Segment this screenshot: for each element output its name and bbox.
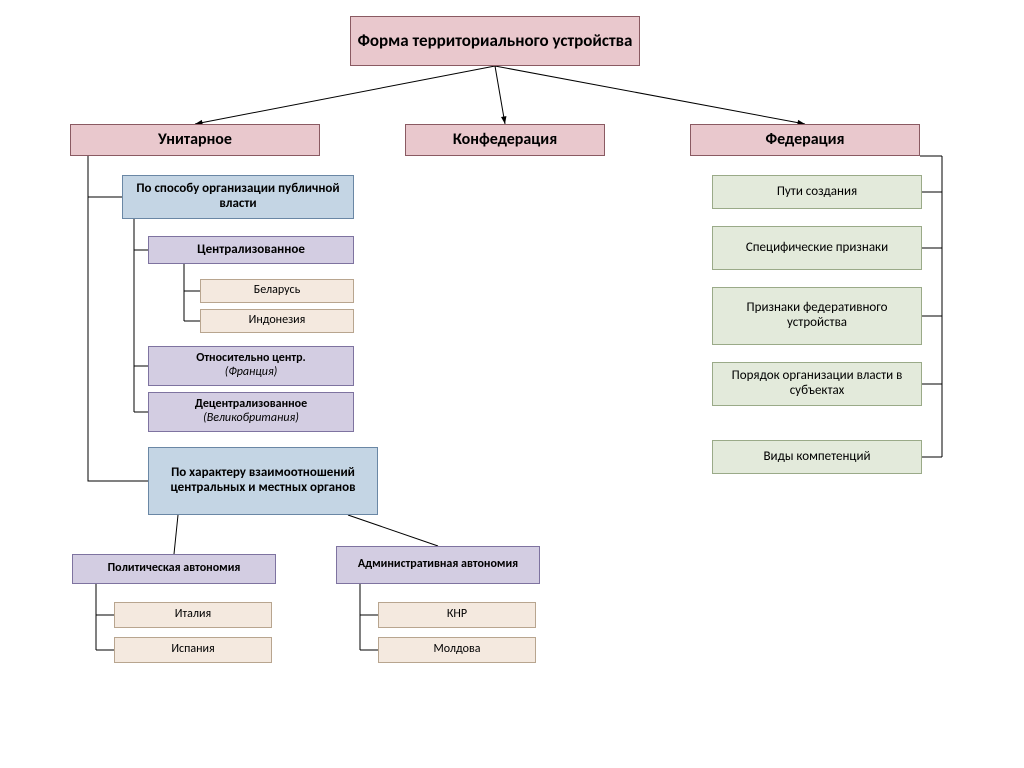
node-feder: Федерация xyxy=(690,124,920,156)
node-u_adm: Административная автономия xyxy=(336,546,540,584)
node-f_1: Пути создания xyxy=(712,175,922,209)
node-root: Форма территориального устройства xyxy=(350,16,640,66)
node-u_dec: Децентрализованное(Великобритания) xyxy=(148,392,354,432)
node-u_bel: Беларусь xyxy=(200,279,354,303)
node-u_cent: Централизованное xyxy=(148,236,354,264)
node-confed: Конфедерация xyxy=(405,124,605,156)
node-u_cat1: По способу организации публичной власти xyxy=(122,175,354,219)
node-u_rel: Относительно центр.(Франция) xyxy=(148,346,354,386)
node-f_5: Виды компетенций xyxy=(712,440,922,474)
node-u_ita: Италия xyxy=(114,602,272,628)
node-u_cat2: По характеру взаимоотношений центральных… xyxy=(148,447,378,515)
node-f_3: Признаки федеративного устройства xyxy=(712,287,922,345)
node-u_esp: Испания xyxy=(114,637,272,663)
node-f_2: Специфические признаки xyxy=(712,226,922,270)
node-unitary: Унитарное xyxy=(70,124,320,156)
node-u_mol: Молдова xyxy=(378,637,536,663)
node-f_4: Порядок организации власти в субъектах xyxy=(712,362,922,406)
node-u_pol: Политическая автономия xyxy=(72,554,276,584)
node-u_knr: КНР xyxy=(378,602,536,628)
node-u_indo: Индонезия xyxy=(200,309,354,333)
